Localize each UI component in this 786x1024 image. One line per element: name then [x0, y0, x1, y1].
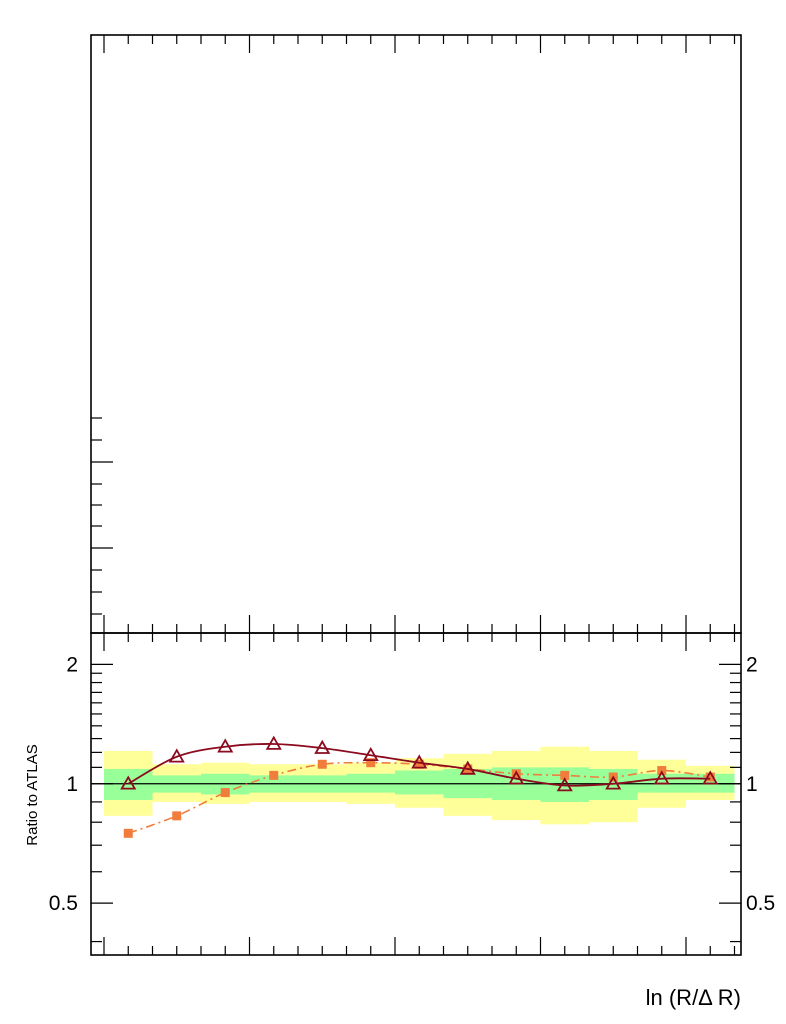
- triangle-marker: [605, 775, 622, 790]
- triangle-marker: [411, 754, 428, 769]
- square-marker: [705, 772, 715, 782]
- ratio-frame: [90, 632, 742, 956]
- triangle-marker: [217, 738, 234, 753]
- y-tick-labels: 0.5 0.5 1 1 2 2: [49, 653, 775, 915]
- y-tick-label-right: 0.5: [746, 892, 775, 915]
- triangle-marker: [653, 770, 670, 785]
- triangle-marker: [314, 739, 331, 754]
- main-panel: [90, 34, 742, 634]
- y-axis-label: Ratio to ATLAS: [24, 744, 41, 845]
- x-axis-label: ln (R/Δ R): [646, 985, 741, 1010]
- y-tick-label-left: 0.5: [49, 892, 78, 915]
- y-tick-label-left: 2: [66, 653, 78, 676]
- triangle-marker: [702, 770, 719, 785]
- square-marker: [123, 828, 133, 838]
- y-tick-label-right: 1: [746, 773, 758, 796]
- triangle-marker: [556, 777, 573, 792]
- square-marker: [366, 758, 376, 768]
- uncertainty-bands: [104, 746, 735, 825]
- triangle-marker: [168, 748, 185, 763]
- square-marker: [172, 811, 182, 821]
- square-marker: [220, 788, 230, 798]
- square-marker: [317, 759, 327, 769]
- triangle-marker: [265, 735, 282, 750]
- triangle-marker: [362, 746, 379, 762]
- series-layer: [120, 735, 719, 838]
- y-tick-label-left: 1: [66, 773, 78, 796]
- series-triangles-line: [127, 743, 711, 787]
- main-ticks: [91, 35, 736, 633]
- square-marker: [414, 759, 424, 769]
- ratio-ticks: [91, 633, 741, 955]
- y-tick-label-right: 2: [746, 653, 758, 676]
- main-frame: [90, 34, 742, 634]
- triangle-marker: [459, 760, 476, 775]
- triangle-marker: [508, 770, 525, 785]
- square-marker: [560, 770, 570, 780]
- triangle-marker: [120, 775, 137, 790]
- inner-band-bin: [395, 770, 444, 795]
- square-marker: [269, 770, 279, 780]
- ratio-panel: 0.5 0.5 1 1 2 2 Ratio to ATLAS ln (R/Δ R): [24, 632, 775, 1010]
